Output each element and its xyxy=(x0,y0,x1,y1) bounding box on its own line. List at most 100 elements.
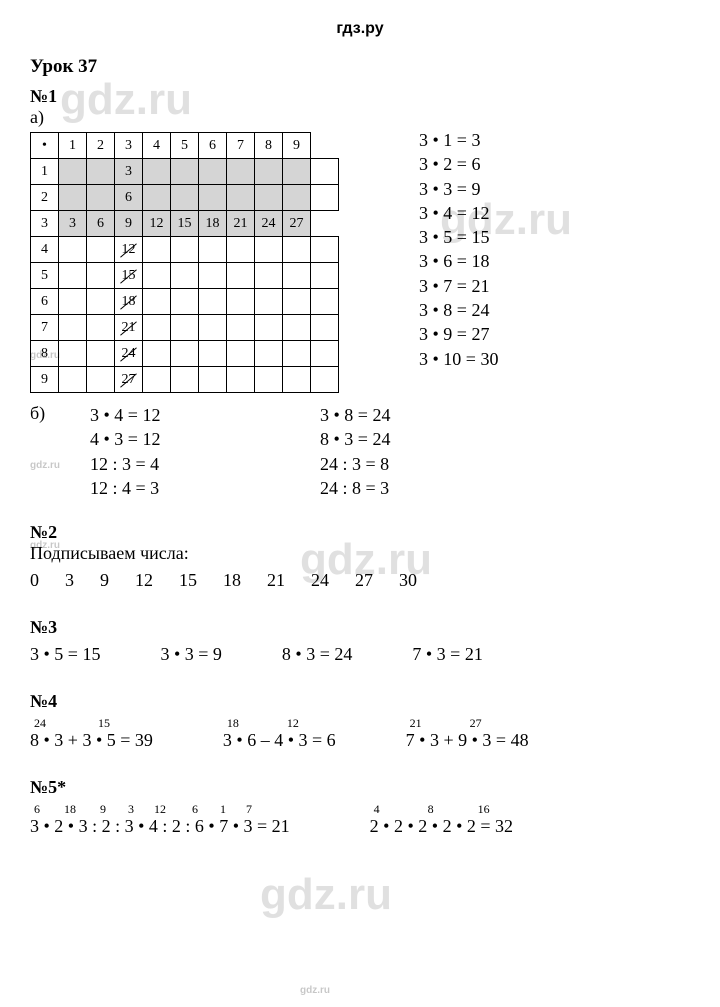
table-cell xyxy=(143,263,171,289)
stacked-equation: 18123 • 6 – 4 • 3 = 6 xyxy=(223,730,336,751)
equation: 24 : 8 = 3 xyxy=(320,476,550,500)
table-cell: 27 xyxy=(283,211,311,237)
table-cell: 12 xyxy=(115,237,143,263)
table-cell xyxy=(59,289,87,315)
number: 30 xyxy=(399,570,417,591)
number: 27 xyxy=(355,570,373,591)
equation: 3 • 9 = 27 xyxy=(419,322,498,346)
part-b-col1: 3 • 4 = 124 • 3 = 1212 : 3 = 412 : 4 = 3 xyxy=(90,403,320,500)
table-cell: 27 xyxy=(115,367,143,393)
table-cell xyxy=(199,315,227,341)
table-cell xyxy=(283,289,311,315)
table-row-header: 3 xyxy=(31,211,59,237)
table-header-cell: 3 xyxy=(115,133,143,159)
table-header-cell: 2 xyxy=(87,133,115,159)
intermediate-value: 6 xyxy=(34,802,40,817)
table-header-cell: 4 xyxy=(143,133,171,159)
table-cell: 24 xyxy=(255,211,283,237)
table-cell xyxy=(311,185,339,211)
table-cell: 21 xyxy=(115,315,143,341)
table-cell: 21 xyxy=(227,211,255,237)
table-header-cell: 7 xyxy=(227,133,255,159)
table-cell xyxy=(143,185,171,211)
ex2-title: Подписываем числа: xyxy=(30,543,690,564)
ex3-label: №3 xyxy=(30,617,690,638)
table-row-header: 4 xyxy=(31,237,59,263)
table-cell xyxy=(87,159,115,185)
table-cell xyxy=(227,263,255,289)
table-header-cell: 1 xyxy=(59,133,87,159)
table-cell xyxy=(143,237,171,263)
intermediate-value: 24 xyxy=(34,716,46,731)
number: 9 xyxy=(100,570,109,591)
number: 12 xyxy=(135,570,153,591)
ex1-part-a-label: а) xyxy=(30,107,690,128)
table-cell xyxy=(311,263,339,289)
equation: 3 • 3 = 9 xyxy=(160,644,221,665)
table-cell: 9 xyxy=(115,211,143,237)
table-cell xyxy=(283,159,311,185)
table-cell xyxy=(87,289,115,315)
intermediate-value: 18 xyxy=(64,802,76,817)
table-cell xyxy=(283,341,311,367)
table-cell xyxy=(283,315,311,341)
table-row-header: 9 xyxy=(31,367,59,393)
table-cell xyxy=(87,367,115,393)
table-cell xyxy=(59,185,87,211)
ex4-label: №4 xyxy=(30,691,690,712)
table-cell xyxy=(143,289,171,315)
table-cell xyxy=(255,367,283,393)
equation: 7 • 3 + 9 • 3 = 48 xyxy=(406,730,529,751)
table-cell xyxy=(199,341,227,367)
intermediate-value: 18 xyxy=(227,716,239,731)
number: 15 xyxy=(179,570,197,591)
table-cell: 6 xyxy=(87,211,115,237)
equation: 3 • 10 = 30 xyxy=(419,347,498,371)
intermediate-value: 16 xyxy=(478,802,490,817)
table-cell xyxy=(227,367,255,393)
lesson-title: Урок 37 xyxy=(30,56,690,78)
table-header-cell: 6 xyxy=(199,133,227,159)
table-row-header: 8 xyxy=(31,341,59,367)
intermediate-value: 8 xyxy=(428,802,434,817)
table-cell xyxy=(311,315,339,341)
table-row-header: 1 xyxy=(31,159,59,185)
table-cell xyxy=(199,237,227,263)
table-cell xyxy=(59,159,87,185)
equations-list: 3 • 1 = 33 • 2 = 63 • 3 = 93 • 4 = 123 •… xyxy=(419,128,498,393)
table-cell xyxy=(87,237,115,263)
exercise-4: №4 24158 • 3 + 3 • 5 = 3918123 • 6 – 4 •… xyxy=(30,691,690,751)
ex3-equations: 3 • 5 = 153 • 3 = 98 • 3 = 247 • 3 = 21 xyxy=(30,644,690,665)
table-cell xyxy=(255,289,283,315)
mult-table-wrap: •123456789132633691215182124274125156187… xyxy=(30,128,339,393)
equation: 4 • 3 = 12 xyxy=(90,427,320,451)
exercise-3: №3 3 • 5 = 153 • 3 = 98 • 3 = 247 • 3 = … xyxy=(30,617,690,665)
table-row-header: 2 xyxy=(31,185,59,211)
intermediate-value: 7 xyxy=(246,802,252,817)
table-cell xyxy=(255,341,283,367)
table-cell xyxy=(199,367,227,393)
intermediate-value: 6 xyxy=(192,802,198,817)
equation: 3 • 1 = 3 xyxy=(419,128,498,152)
exercise-2: №2 Подписываем числа: 03912151821242730 xyxy=(30,522,690,591)
equation: 3 • 5 = 15 xyxy=(419,225,498,249)
table-cell xyxy=(227,315,255,341)
stacked-equation: 21277 • 3 + 9 • 3 = 48 xyxy=(406,730,529,751)
table-row-header: 5 xyxy=(31,263,59,289)
equation: 3 • 8 = 24 xyxy=(419,298,498,322)
table-cell xyxy=(171,159,199,185)
table-cell xyxy=(171,367,199,393)
table-cell xyxy=(255,263,283,289)
table-cell xyxy=(283,237,311,263)
equation: 3 • 3 = 9 xyxy=(419,177,498,201)
table-row-header: 6 xyxy=(31,289,59,315)
table-cell xyxy=(143,341,171,367)
number: 24 xyxy=(311,570,329,591)
table-row-header: 7 xyxy=(31,315,59,341)
part-b-col2: 3 • 8 = 248 • 3 = 2424 : 3 = 824 : 8 = 3 xyxy=(320,403,550,500)
multiplication-table: •123456789132633691215182124274125156187… xyxy=(30,132,339,393)
ex5-equations: 61893126173 • 2 • 3 : 2 : 3 • 4 : 2 : 6 … xyxy=(30,816,690,837)
table-cell xyxy=(171,341,199,367)
ex4-equations: 24158 • 3 + 3 • 5 = 3918123 • 6 – 4 • 3 … xyxy=(30,730,690,751)
number: 21 xyxy=(267,570,285,591)
